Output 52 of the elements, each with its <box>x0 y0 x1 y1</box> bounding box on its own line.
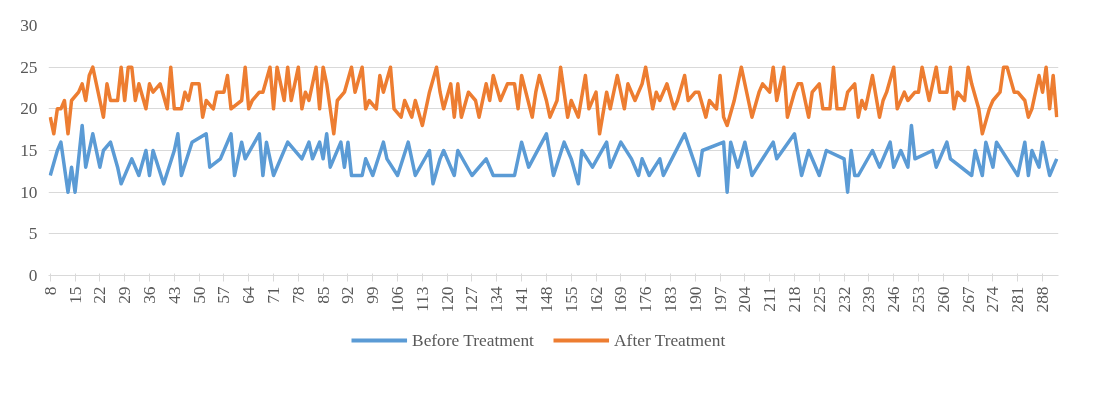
line-series <box>48 65 1059 136</box>
x-tick-label: 274 <box>983 286 1003 313</box>
x-tick-label: 267 <box>958 286 978 313</box>
x-tick-label: 43 <box>164 286 184 304</box>
x-tick-label: 169 <box>611 286 631 313</box>
x-tick-label: 197 <box>710 286 730 313</box>
x-tick-label: 253 <box>909 286 929 313</box>
x-tick-label: 29 <box>115 286 135 304</box>
y-tick-label: 0 <box>28 266 38 285</box>
x-tick-label: 36 <box>140 286 159 304</box>
x-tick-label: 92 <box>338 286 358 304</box>
x-tick-label: 204 <box>735 286 755 313</box>
x-tick-label: 281 <box>1008 286 1028 313</box>
y-tick-label: 5 <box>28 224 38 244</box>
x-tick-label: 225 <box>809 286 829 313</box>
legend-label: Before Treatment <box>412 331 535 350</box>
y-tick-label: 20 <box>20 99 38 119</box>
x-tick-label: 99 <box>363 286 383 304</box>
y-tick-label: 15 <box>20 141 38 160</box>
x-tick-label: 141 <box>512 286 532 313</box>
legend-label: After Treatment <box>614 331 726 350</box>
x-tick-label: 134 <box>487 286 507 313</box>
x-tick-label: 106 <box>388 286 408 313</box>
x-tick-label: 64 <box>239 286 259 304</box>
x-tick-label: 260 <box>933 286 953 313</box>
x-tick-label: 232 <box>834 286 854 313</box>
x-tick-label: 190 <box>685 286 705 313</box>
y-tick-label: 25 <box>20 57 38 77</box>
x-tick-label: 162 <box>586 286 606 313</box>
x-tick-label: 120 <box>437 286 457 313</box>
line-series <box>48 123 1059 194</box>
x-tick-label: 8 <box>40 286 60 296</box>
x-tick-label: 78 <box>288 286 308 304</box>
x-tick-label: 113 <box>412 286 432 312</box>
x-tick-label: 57 <box>214 286 234 304</box>
x-tick-label: 71 <box>264 286 284 304</box>
x-tick-label: 15 <box>65 286 85 304</box>
x-tick-label: 127 <box>462 286 482 313</box>
x-tick-label: 22 <box>90 286 110 304</box>
y-tick-label: 30 <box>20 16 38 35</box>
x-tick-label: 148 <box>536 286 556 313</box>
x-tick-label: 183 <box>660 286 680 313</box>
y-tick-label: 10 <box>20 182 38 202</box>
x-tick-label: 155 <box>561 286 581 313</box>
x-tick-label: 288 <box>1033 286 1053 313</box>
x-tick-label: 50 <box>189 286 209 304</box>
x-tick-label: 211 <box>760 286 780 312</box>
x-tick-label: 85 <box>313 286 333 304</box>
x-tick-label: 239 <box>859 286 879 313</box>
x-tick-label: 176 <box>636 286 656 313</box>
x-tick-label: 246 <box>884 286 904 313</box>
x-tick-label: 218 <box>784 286 804 313</box>
